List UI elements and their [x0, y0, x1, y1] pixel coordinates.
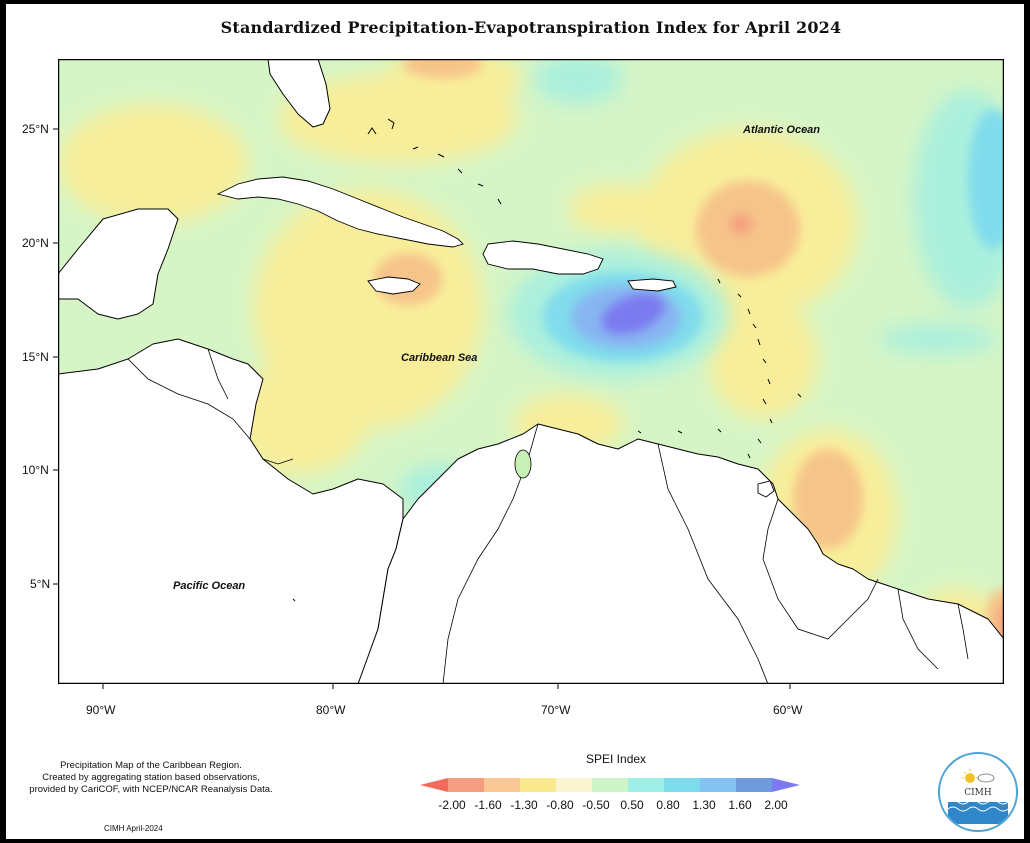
legend-tick-label: -1.30 — [510, 798, 538, 812]
yucatan — [58, 208, 179, 320]
cimh-logo-graphic — [947, 769, 1009, 824]
map-border — [58, 59, 1004, 684]
small-islands — [292, 118, 802, 602]
legend-tick-label: -2.00 — [438, 798, 466, 812]
lat-label-5n: 5°N — [30, 577, 51, 591]
legend-tick-label: -1.60 — [474, 798, 502, 812]
trinidad — [757, 480, 775, 498]
south-america — [357, 423, 1004, 684]
legend-swatch — [592, 778, 629, 792]
legend-tick-label: 0.50 — [620, 798, 644, 812]
legend-tick-label: 1.30 — [692, 798, 716, 812]
legend-tick-label: 1.60 — [728, 798, 752, 812]
legend-swatch — [484, 778, 521, 792]
legend-colorbar — [420, 778, 800, 792]
lake-maracaibo — [514, 449, 532, 479]
lon-label-70w: 70°W — [541, 703, 571, 717]
cuba — [216, 176, 464, 248]
spei-map: Atlantic Ocean Caribbean Sea Pacific Oce… — [58, 59, 1004, 684]
legend-swatch — [556, 778, 593, 792]
jamaica — [367, 276, 421, 295]
hispaniola — [482, 240, 604, 275]
footer-line-1: Precipitation Map of the Caribbean Regio… — [60, 760, 242, 771]
lon-label-90w: 90°W — [86, 703, 116, 717]
lat-label-10n: 10°N — [22, 463, 49, 477]
legend-title: SPEI Index — [586, 752, 647, 766]
map-title: Standardized Precipitation-Evapotranspir… — [220, 18, 842, 37]
label-atlantic-ocean: Atlantic Ocean — [742, 124, 820, 136]
lon-label-60w: 60°W — [773, 703, 803, 717]
legend-swatch — [448, 778, 485, 792]
legend-tick-label: -0.50 — [582, 798, 610, 812]
lat-label-15n: 15°N — [22, 350, 49, 364]
caribbean-islands — [216, 176, 775, 498]
lat-label-25n: 25°N — [22, 122, 49, 136]
footer-description: Precipitation Map of the Caribbean Regio… — [6, 760, 296, 796]
footer-credit: CIMH April-2024 — [104, 824, 163, 833]
lat-label-20n: 20°N — [22, 236, 49, 250]
cimh-logo: CIMH — [938, 752, 1018, 832]
legend-tick-label: 0.80 — [656, 798, 680, 812]
label-pacific-ocean: Pacific Ocean — [173, 580, 245, 592]
legend-swatch — [628, 778, 665, 792]
legend-tick-label: 2.00 — [764, 798, 788, 812]
legend-arrow-left — [420, 778, 448, 792]
landmasses — [58, 59, 1004, 684]
footer-line-3: provided by CariCOF, with NCEP/NCAR Rean… — [29, 784, 273, 795]
legend-swatch — [700, 778, 737, 792]
legend-swatch — [520, 778, 557, 792]
extreme-wet-area — [601, 293, 665, 335]
legend-swatch — [664, 778, 701, 792]
puerto-rico — [627, 278, 677, 292]
florida — [267, 59, 331, 128]
cimh-logo-text: CIMH — [964, 788, 992, 798]
legend-tick-label: -0.80 — [546, 798, 574, 812]
lon-label-80w: 80°W — [316, 703, 346, 717]
legend-arrow-right — [772, 778, 800, 792]
footer-line-2: Created by aggregating station based obs… — [42, 772, 260, 783]
label-caribbean-sea: Caribbean Sea — [401, 352, 477, 364]
legend-swatch — [736, 778, 773, 792]
